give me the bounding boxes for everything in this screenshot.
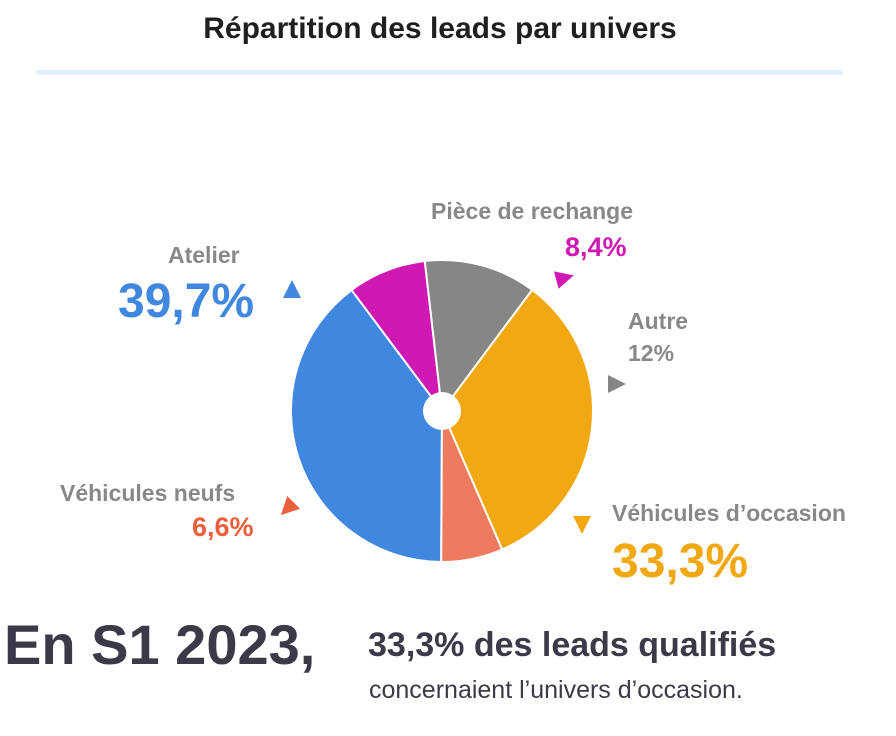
title-divider (36, 70, 843, 75)
label-value-autre: 12% (628, 340, 675, 366)
label-value-neufs: 6,6% (192, 512, 254, 542)
pointer-autre (608, 375, 626, 393)
footer-period: En S1 2023, (4, 613, 316, 676)
label-name-neufs: Véhicules neufs (60, 480, 236, 506)
pointer-neufs (280, 495, 301, 516)
label-value-piece: 8,4% (565, 232, 627, 262)
label-name-autre: Autre (628, 308, 689, 334)
label-value-occasion: 33,3% (612, 535, 749, 588)
label-value-atelier: 39,7% (118, 275, 255, 328)
pointer-piece (553, 271, 574, 289)
pie-slice-neufs (440, 410, 504, 564)
footer-headline: 33,3% des leads qualifiés (368, 626, 777, 664)
pointer-occasion (573, 516, 591, 534)
label-name-atelier: Atelier (168, 242, 240, 268)
label-name-occasion: Véhicules d’occasion (612, 500, 846, 526)
pie-slice-occasion (440, 288, 594, 551)
pointer-atelier (283, 280, 301, 298)
pie-center-hole (423, 392, 461, 430)
label-name-piece: Pièce de rechange (431, 198, 633, 224)
pie-slice-atelier (290, 288, 444, 564)
footer-subline: concernaient l’univers d’occasion. (369, 676, 743, 704)
chart-title: Répartition des leads par univers (203, 12, 677, 45)
pie-slice-autre (423, 259, 534, 414)
